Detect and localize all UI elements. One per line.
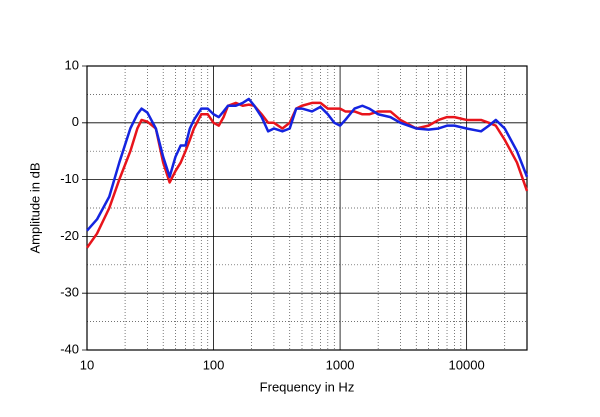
y-tick-label: -30 [60,285,79,300]
data-line [86,97,529,232]
x-tick-label: 100 [203,357,225,372]
x-tick-label: 10000 [449,357,485,372]
y-axis-label: Amplitude in dB [27,162,42,253]
y-tick-label: -40 [60,341,79,356]
y-tick-label: -20 [60,228,79,243]
x-tick-label: 1000 [326,357,355,372]
x-axis-label: Frequency in Hz [260,379,355,394]
y-tick-label: 10 [65,57,79,72]
data-line [85,101,529,249]
plot-frame [86,65,528,351]
y-tick-label: -10 [60,171,79,186]
y-tick-label: 0 [72,114,79,129]
x-tick-label: 10 [80,357,94,372]
